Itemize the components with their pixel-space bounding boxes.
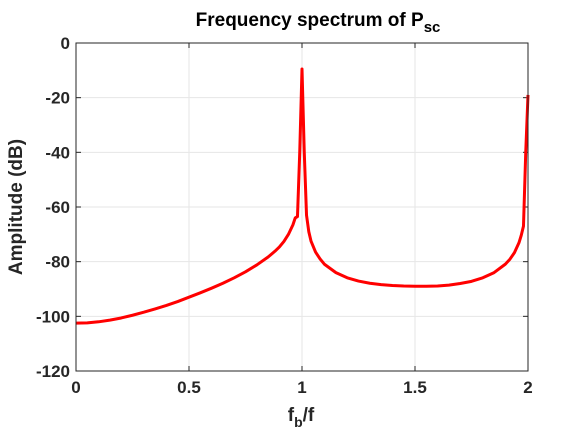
x-tick-label: 1.5	[403, 378, 427, 397]
y-tick-label: -40	[45, 143, 70, 162]
x-tick-label: 0.5	[177, 378, 201, 397]
x-axis-label-main: f	[288, 405, 295, 426]
y-tick-label: -120	[36, 362, 70, 381]
x-tick-label: 2	[523, 378, 532, 397]
chart-title-main: Frequency spectrum of P	[196, 10, 424, 31]
x-axis-label: fb/f	[288, 405, 315, 430]
y-tick-label: 0	[61, 34, 70, 53]
y-axis-label: Amplitude (dB)	[6, 139, 27, 275]
chart-title-subscript: sc	[424, 19, 441, 36]
series-layer	[75, 67, 530, 325]
plot-area-border	[75, 42, 529, 372]
x-tick-label: 1	[297, 378, 306, 397]
y-tick-label: -100	[36, 307, 70, 326]
x-tick-label: 0	[71, 378, 80, 397]
tick-labels: 0 0.5 1 1.5 2 0 -20 -40 -60 -80 -100 -120	[36, 34, 533, 397]
y-tick-label: -20	[45, 89, 70, 108]
x-axis-label-subscript: b	[294, 414, 303, 430]
chart-title: Frequency spectrum of Psc	[196, 10, 441, 36]
series-line	[75, 67, 530, 325]
y-tick-label: -80	[45, 253, 70, 272]
x-axis-label-suffix: /f	[303, 405, 315, 426]
y-tick-label: -60	[45, 198, 70, 217]
